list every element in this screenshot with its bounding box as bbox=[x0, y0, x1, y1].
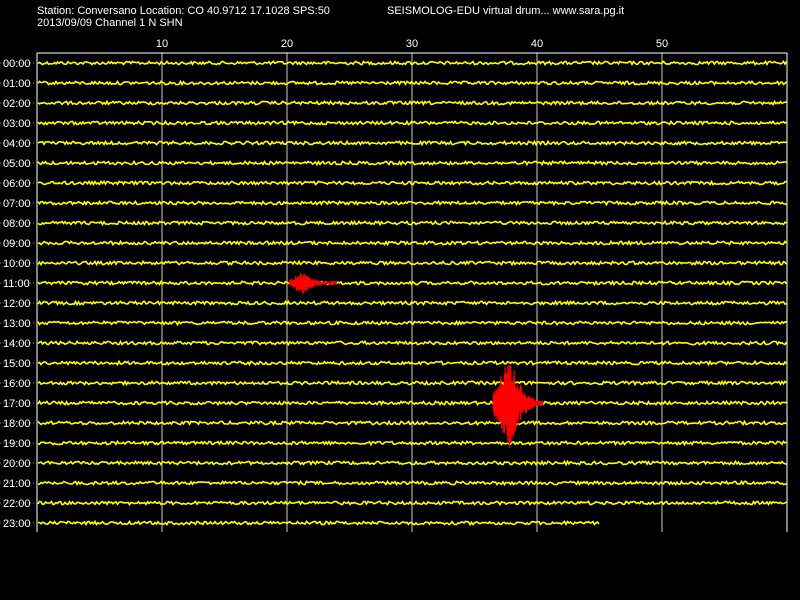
hour-label: 05:00 bbox=[3, 158, 31, 170]
hour-label: 06:00 bbox=[3, 178, 31, 190]
hour-label: 18:00 bbox=[3, 418, 31, 430]
minute-tick-label: 20 bbox=[281, 38, 293, 50]
hour-label: 04:00 bbox=[3, 138, 31, 150]
minute-tick-label: 30 bbox=[406, 38, 418, 50]
trace-row-04:00 bbox=[37, 139, 787, 147]
trace-row-06:00 bbox=[37, 179, 787, 187]
trace-row-07:00 bbox=[37, 199, 787, 207]
hour-label: 01:00 bbox=[3, 78, 31, 90]
trace-row-21:00 bbox=[37, 479, 787, 487]
date-channel-info: 2013/09/09 Channel 1 N SHN bbox=[37, 17, 183, 29]
trace-row-10:00 bbox=[37, 259, 788, 267]
trace-row-11:00 bbox=[37, 279, 788, 287]
hour-label: 00:00 bbox=[3, 58, 31, 70]
hour-label: 23:00 bbox=[3, 518, 31, 530]
hour-label: 07:00 bbox=[3, 198, 31, 210]
hour-label: 08:00 bbox=[3, 218, 31, 230]
hour-label: 15:00 bbox=[3, 358, 31, 370]
hour-label: 19:00 bbox=[3, 438, 31, 450]
app-title: SEISMOLOG-EDU virtual drum... www.sara.p… bbox=[387, 5, 625, 17]
trace-row-09:00 bbox=[37, 239, 788, 247]
trace-row-01:00 bbox=[37, 79, 787, 87]
hour-label: 09:00 bbox=[3, 238, 31, 250]
seismic-events bbox=[288, 272, 544, 448]
trace-row-16:00 bbox=[37, 379, 788, 387]
trace-row-22:00 bbox=[37, 500, 787, 507]
hour-label: 17:00 bbox=[3, 398, 31, 410]
trace-row-14:00 bbox=[37, 339, 788, 347]
trace-row-23:00 bbox=[37, 519, 600, 527]
trace-row-00:00 bbox=[37, 60, 788, 67]
hour-label: 10:00 bbox=[3, 258, 31, 270]
minute-tick-label: 40 bbox=[531, 38, 543, 50]
trace-row-20:00 bbox=[37, 459, 787, 467]
trace-rows bbox=[37, 60, 788, 527]
hour-labels: 00:00 01:00 02:00 03:00 04:00 05:00 06:00 07:00… bbox=[0, 58, 36, 530]
hour-label: 12:00 bbox=[3, 298, 31, 310]
station-info: Station: Conversano Location: CO 40.9712… bbox=[37, 5, 330, 17]
trace-row-18:00 bbox=[37, 419, 787, 427]
minute-grid bbox=[36, 52, 788, 532]
trace-row-12:00 bbox=[37, 299, 787, 307]
trace-row-05:00 bbox=[37, 159, 787, 167]
minute-tick-labels: 10 20 30 40 50 bbox=[156, 38, 668, 50]
hour-label: 14:00 bbox=[3, 338, 31, 350]
hour-label: 22:00 bbox=[3, 498, 31, 510]
trace-row-03:00 bbox=[37, 119, 787, 126]
minute-tick-label: 50 bbox=[656, 38, 668, 50]
hour-label: 21:00 bbox=[3, 478, 31, 490]
trace-row-02:00 bbox=[37, 99, 787, 107]
trace-row-15:00 bbox=[37, 359, 788, 367]
event-waveform-1 bbox=[288, 272, 337, 295]
event-waveform-2 bbox=[492, 364, 544, 448]
trace-row-17:00 bbox=[37, 399, 787, 407]
hour-label: 03:00 bbox=[3, 118, 31, 130]
trace-row-08:00 bbox=[37, 219, 787, 227]
hour-label: 16:00 bbox=[3, 378, 31, 390]
hour-label: 11:00 bbox=[3, 278, 30, 290]
hour-label: 13:00 bbox=[3, 318, 31, 330]
hour-label: 02:00 bbox=[3, 98, 31, 110]
hour-label: 20:00 bbox=[3, 458, 31, 470]
minute-tick-label: 10 bbox=[156, 38, 168, 50]
trace-row-19:00 bbox=[37, 439, 787, 447]
trace-row-13:00 bbox=[37, 319, 787, 327]
